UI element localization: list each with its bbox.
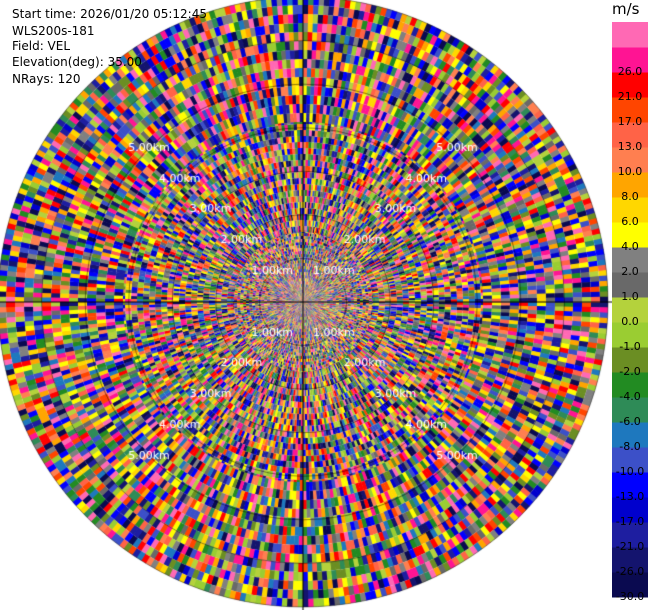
colorbar-tick-label: 26.0 [617,65,643,78]
colorbar-tick-label: -10.0 [615,465,645,478]
colorbar-tick-label: -26.0 [615,565,645,578]
colorbar-tick-label: 10.0 [617,165,643,178]
field-label: Field: VEL [12,39,71,53]
colorbar-tick-label: -30.0 [615,590,645,603]
instrument-label: WLS200s-181 [12,24,95,38]
elevation-label: Elevation(deg): 35.00 [12,55,142,69]
colorbar-tick-label: -8.0 [619,440,641,453]
colorbar-title: m/s [612,0,640,18]
ppi-velocity-plot [0,0,612,610]
colorbar-tick-label: -1.0 [619,340,641,353]
colorbar-tick-label: 6.0 [621,215,639,228]
colorbar-tick-label: 21.0 [617,90,643,103]
colorbar-tick-label: -4.0 [619,390,641,403]
colorbar-tick-label: -6.0 [619,415,641,428]
colorbar-tick-label: -21.0 [615,540,645,553]
nrays-label: NRays: 120 [12,72,81,86]
colorbar-tick-label: 17.0 [617,115,643,128]
start-time-label: Start time: 2026/01/20 05:12:45 [12,7,207,21]
colorbar-tick-label: 2.0 [621,265,639,278]
colorbar-tick-label: 4.0 [621,240,639,253]
colorbar-tick-label: -17.0 [615,515,645,528]
colorbar-tick-label: 1.0 [621,290,639,303]
colorbar-tick-label: 0.0 [621,315,639,328]
colorbar-tick-label: 8.0 [621,190,639,203]
colorbar-tick-label: -13.0 [615,490,645,503]
colorbar-tick-label: -2.0 [619,365,641,378]
colorbar-tick-label: 13.0 [617,140,643,153]
colorbar-swatch [612,22,648,48]
